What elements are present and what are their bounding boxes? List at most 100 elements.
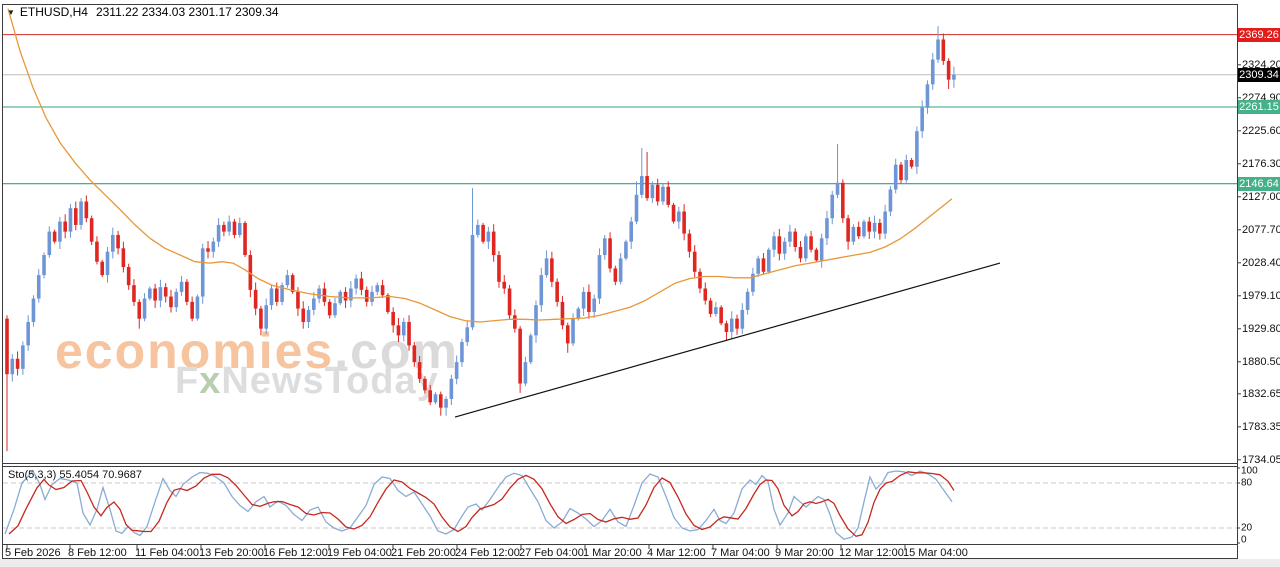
candle-body	[423, 378, 427, 391]
candle-body	[206, 248, 210, 252]
candle-body	[936, 39, 940, 60]
candle-body	[909, 159, 914, 167]
date-axis-label: 16 Feb 12:00	[263, 547, 328, 559]
candle-body	[856, 226, 861, 237]
candle-body	[401, 321, 406, 336]
candle-body	[782, 241, 787, 254]
candle-body	[772, 236, 776, 250]
candle-body	[460, 342, 464, 363]
candle-body	[687, 233, 692, 252]
date-axis-label: 1 Mar 20:00	[583, 547, 642, 559]
candle-body	[454, 362, 459, 379]
candle-body	[15, 358, 20, 369]
candle-body	[349, 288, 353, 301]
candle-body	[565, 325, 570, 344]
stoch-axis-label: 80	[1241, 477, 1253, 489]
candle-body	[507, 288, 512, 316]
candle-body	[465, 327, 470, 343]
symbol-period-label: ETHUSD,H4	[19, 5, 88, 19]
price-axis-label: 2176.30	[1242, 157, 1280, 170]
candle-body	[148, 288, 152, 299]
candle-body	[169, 296, 173, 308]
candle-body	[946, 60, 951, 80]
candle-body	[915, 131, 919, 167]
candle-body	[629, 221, 634, 242]
candle-body	[306, 309, 311, 322]
candle-body	[232, 221, 237, 235]
date-axis-label: 7 Mar 04:00	[711, 547, 770, 559]
date-axis-label: 11 Feb 04:00	[135, 547, 200, 559]
date-axis-label: 12 Mar 12:00	[839, 547, 904, 559]
candle-body	[380, 285, 385, 296]
candle-body	[803, 236, 808, 259]
candle-body	[79, 201, 83, 225]
candle-body	[364, 289, 369, 302]
candle-body	[878, 222, 882, 234]
candle-body	[661, 186, 665, 202]
price-axis-label: 1880.50	[1242, 355, 1280, 368]
candle-body	[518, 328, 522, 384]
date-axis-label: 19 Feb 04:00	[327, 547, 392, 559]
candle-body	[222, 224, 226, 232]
stoch-d-line	[8, 471, 955, 538]
watermark-domain-text: .com	[334, 323, 459, 379]
candle-body	[571, 318, 575, 344]
candle-body	[814, 249, 819, 261]
candle-body	[666, 186, 671, 205]
candle-body	[618, 258, 623, 282]
candle-body	[449, 378, 454, 399]
candle-body	[174, 291, 179, 308]
candle-body	[703, 288, 708, 301]
candle-body	[391, 311, 395, 326]
candle-body	[904, 159, 909, 181]
stoch-axis-label: 20	[1241, 522, 1253, 534]
candle-body	[343, 291, 348, 301]
candle-body	[158, 287, 163, 301]
candle-body	[497, 255, 501, 282]
stochastic-label: Sto(5,3,3) 55.4054 70.9687	[8, 469, 142, 481]
candle-body	[5, 318, 9, 375]
candle-body	[42, 255, 46, 276]
candle-body	[73, 208, 78, 225]
candle-body	[952, 74, 956, 80]
candle-body	[608, 238, 612, 269]
price-axis-label: 2028.40	[1242, 256, 1280, 269]
candle-body	[592, 298, 596, 312]
candle-body	[58, 221, 62, 242]
candle-body	[327, 301, 332, 316]
candle-body	[835, 182, 840, 195]
symbol-dropdown-icon[interactable]: ▼	[7, 8, 15, 17]
candle-body	[31, 298, 36, 322]
candle-body	[513, 315, 517, 329]
price-axis-label: 2077.70	[1242, 223, 1280, 236]
stoch-k-line	[4, 469, 953, 541]
candle-body	[386, 295, 390, 312]
candle-body	[899, 164, 903, 181]
candle-body	[121, 248, 126, 268]
candle-body	[227, 221, 231, 232]
ohlc-values: 2311.22 2334.03 2301.17 2309.34	[95, 5, 279, 19]
candle-body	[179, 281, 184, 292]
candle-body	[63, 221, 67, 232]
candle-body	[412, 345, 417, 363]
candle-body	[555, 281, 559, 302]
candle-body	[550, 258, 554, 282]
candle-body	[100, 261, 105, 276]
candle-body	[185, 281, 189, 302]
candle-body	[925, 84, 930, 108]
stoch-axis-label: 0	[1241, 534, 1247, 546]
candle-body	[539, 275, 544, 306]
candle-body	[444, 398, 448, 408]
candle-body	[729, 318, 734, 333]
candle-body	[650, 184, 655, 199]
date-axis-label: 4 Mar 12:00	[647, 547, 706, 559]
symbol-title: ▼ ETHUSD,H4 2311.22 2334.03 2301.17 2309.3…	[7, 5, 279, 19]
candle-body	[21, 345, 25, 369]
candle-body	[777, 236, 782, 254]
candle-body	[714, 307, 718, 314]
price-axis-label: 1832.65	[1242, 387, 1280, 400]
trendline[interactable]	[454, 262, 1001, 418]
candle-body	[735, 318, 739, 329]
